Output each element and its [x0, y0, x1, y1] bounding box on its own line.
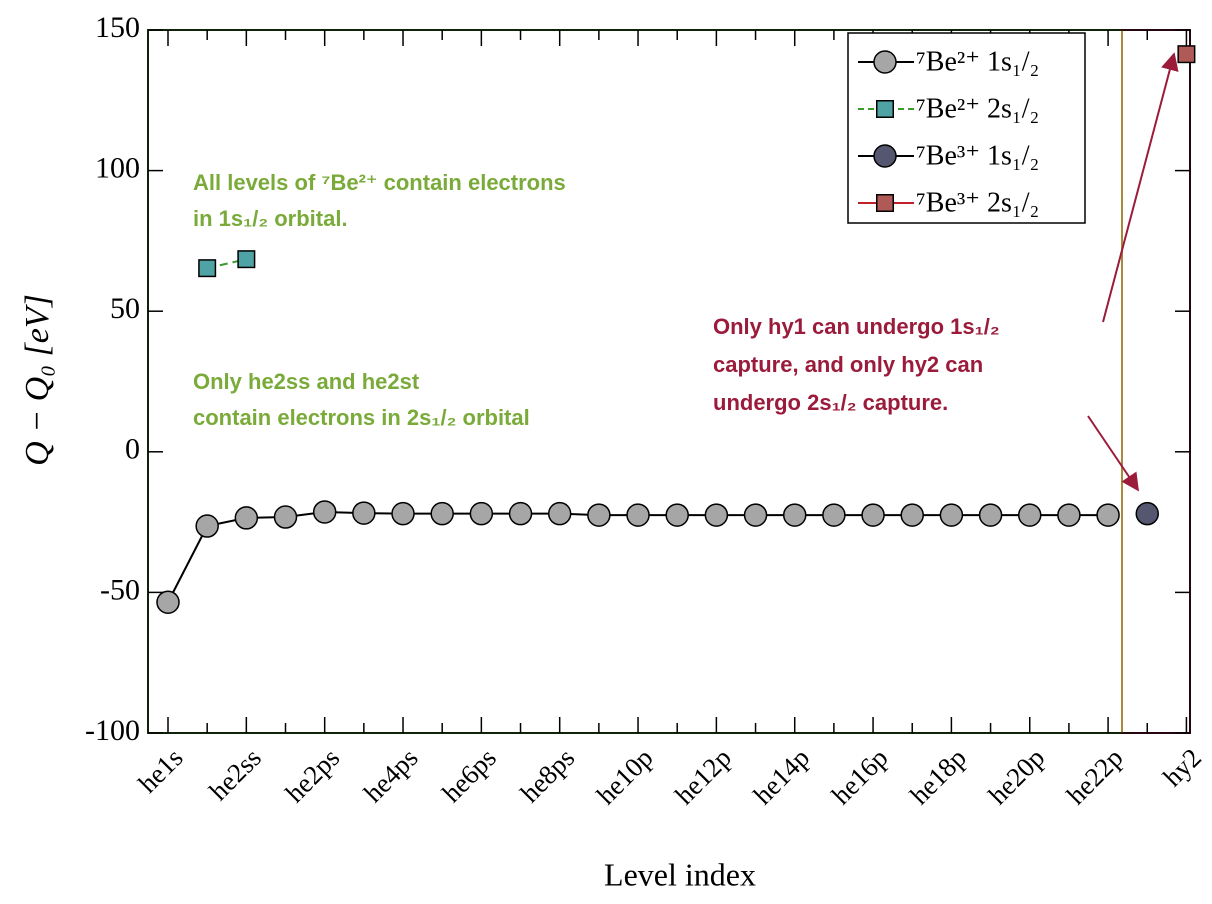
y-tick-label: 0 — [125, 433, 140, 466]
annotation: undergo 2s₁/₂ capture. — [713, 390, 948, 415]
x-tick-label: he10p — [591, 742, 659, 810]
legend-marker — [876, 100, 894, 118]
arrow — [1087, 415, 1140, 492]
point — [978, 503, 1003, 527]
annotation: Only hy1 can undergo 1s₁/₂ — [713, 314, 1000, 339]
point — [312, 500, 337, 524]
point — [1017, 503, 1042, 527]
y-axis-label: Q − Q₀ [eV] — [19, 294, 56, 466]
legend-label: ⁷Be³⁺ 1s₁/₂ — [916, 140, 1039, 171]
point — [430, 501, 454, 526]
y-tick-label: 50 — [110, 292, 140, 325]
legend-marker — [873, 144, 897, 168]
x-tick-label: he8ps — [515, 742, 581, 808]
point — [273, 505, 298, 529]
point — [352, 501, 376, 525]
point — [1096, 503, 1120, 527]
x-tick-label: he16p — [826, 742, 894, 810]
x-tick-label: he20p — [982, 742, 1050, 810]
legend-label: ⁷Be²⁺ 1s₁/₂ — [916, 46, 1039, 77]
x-tick-label: he6ps — [436, 742, 502, 808]
point — [1135, 501, 1159, 526]
point — [156, 590, 180, 614]
annotation: All levels of ⁷Be²⁺ contain electrons — [193, 170, 566, 195]
arrow — [1102, 52, 1179, 323]
point — [900, 503, 924, 527]
point — [743, 503, 768, 527]
legend: ⁷Be²⁺ 1s₁/₂ ⁷Be²⁺ 2s₁/₂ ⁷Be³⁺ 1s₁/₂ ⁷Be³⁺ 2… — [847, 32, 1086, 224]
annotation: Only he2ss and he2st — [193, 369, 420, 394]
point — [587, 503, 611, 527]
legend-marker — [876, 194, 894, 212]
x-tick-label: he22p — [1061, 742, 1129, 810]
y-tick-label: 100 — [95, 151, 140, 184]
point — [665, 503, 689, 527]
legend-marker — [873, 50, 897, 74]
x-tick-label: he2ss — [203, 742, 267, 806]
point — [626, 503, 650, 527]
x-axis-label: Level index — [604, 856, 756, 892]
x-tick-label: he1s — [132, 742, 188, 798]
legend-label: ⁷Be³⁺ 2s₁/₂ — [916, 187, 1039, 218]
y-tick-label: -50 — [100, 573, 140, 606]
point — [822, 503, 846, 527]
point — [237, 250, 256, 269]
y-tick-label: 150 — [95, 11, 140, 44]
annotation: contain electrons in 2s₁/₂ orbital — [193, 405, 530, 430]
point — [861, 503, 885, 527]
point — [195, 514, 219, 538]
point — [198, 259, 217, 278]
point — [391, 501, 415, 526]
point — [234, 506, 259, 530]
point — [508, 501, 533, 526]
x-tick-label: he14p — [747, 742, 815, 810]
x-tick-label: he18p — [904, 742, 972, 810]
point — [1177, 45, 1196, 64]
legend-label: ⁷Be²⁺ 2s₁/₂ — [916, 93, 1039, 124]
plot-frame — [147, 29, 1191, 734]
x-tick-label: hy2 — [1157, 742, 1207, 792]
point — [469, 501, 494, 526]
point — [704, 503, 729, 527]
annotation: capture, and only hy2 can — [713, 352, 983, 377]
point — [1057, 503, 1081, 527]
annotation: in 1s₁/₂ orbital. — [193, 206, 348, 231]
y-tick-label: -100 — [85, 714, 140, 747]
point — [547, 501, 572, 526]
x-tick-label: he4ps — [358, 742, 424, 808]
x-tick-label: he12p — [669, 742, 737, 810]
region-frame — [1121, 29, 1191, 734]
point — [782, 503, 807, 527]
x-tick-label: he2ps — [280, 742, 346, 808]
point — [939, 503, 964, 527]
